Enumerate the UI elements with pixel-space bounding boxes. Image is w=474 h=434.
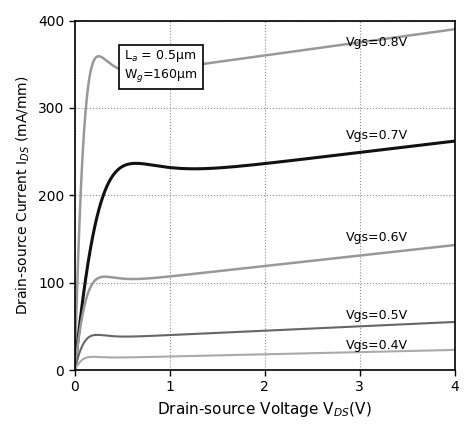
Text: Vgs=0.5V: Vgs=0.5V [346,309,408,322]
Text: Vgs=0.8V: Vgs=0.8V [346,36,408,49]
Y-axis label: Drain-source Current I$_{DS}$ (mA/mm): Drain-source Current I$_{DS}$ (mA/mm) [15,76,32,315]
X-axis label: Drain-source Voltage V$_{DS}$(V): Drain-source Voltage V$_{DS}$(V) [157,400,372,419]
Text: Vgs=0.7V: Vgs=0.7V [346,129,408,142]
Text: Vgs=0.6V: Vgs=0.6V [346,231,408,244]
Text: Vgs=0.4V: Vgs=0.4V [346,339,408,352]
Text: L$_a$ = 0.5μm
W$_g$=160μm: L$_a$ = 0.5μm W$_g$=160μm [124,49,198,84]
